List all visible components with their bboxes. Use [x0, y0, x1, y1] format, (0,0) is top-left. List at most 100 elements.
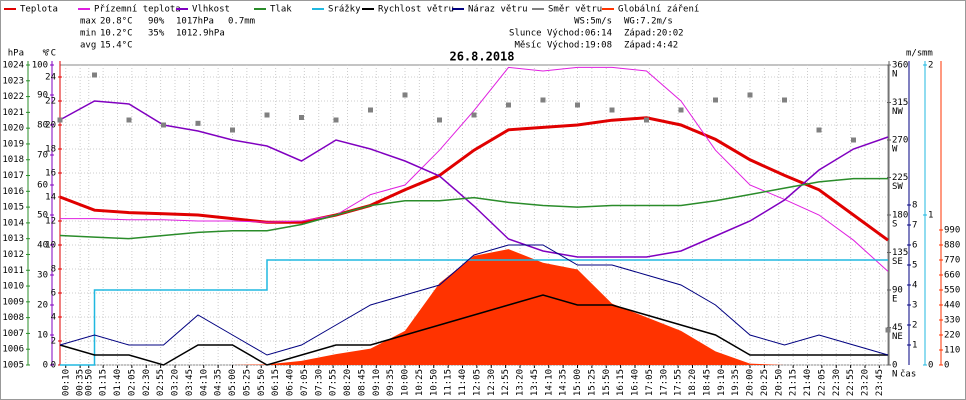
stat-value: 20.8°C [100, 17, 133, 27]
info-text: Západ:4:42 [624, 41, 678, 51]
info-text: Měsíc Východ:19:08 [514, 41, 612, 51]
info-text: Slunce Východ:06:14 [509, 29, 612, 39]
stat-label: min [80, 29, 96, 39]
axis-tick-label: 1 [912, 341, 917, 351]
axis-tick-label: 40 [37, 241, 48, 251]
data-point [575, 102, 580, 108]
axis-tick-label: 1012 [2, 250, 24, 260]
axis-tick-label: 1024 [2, 61, 24, 71]
stat-value: 1017hPa [176, 17, 214, 27]
axis-tick-label: 1 [928, 211, 933, 221]
axis-tick-label: 18 [45, 145, 56, 155]
axis-tick-label: 135 [892, 248, 908, 258]
x-tick-label: 12:55 [501, 369, 511, 396]
x-tick-label: 07:30 [314, 369, 324, 396]
x-tick-label: 05:50 [257, 369, 267, 396]
axis-tick-label: 12 [45, 217, 56, 227]
x-tick-label: 11:15 [444, 369, 454, 396]
axis-tick-letter: N [892, 370, 897, 380]
axis-tick-letter: S [892, 220, 897, 230]
axis-tick-label: 4 [51, 313, 56, 323]
axis-tick-label: 45 [892, 323, 903, 333]
axis-tick-label: 20 [37, 301, 48, 311]
axis-tick-label: 14 [45, 193, 56, 203]
info-text: WG:7.2m/s [624, 17, 673, 27]
axis-label: m/s [906, 49, 922, 59]
axis-tick-label: 1006 [2, 345, 24, 355]
x-tick-label: 01:15 [99, 369, 109, 396]
axis-tick-label: 1014 [2, 218, 24, 228]
axis-tick-label: 1017 [2, 171, 24, 181]
axis-tick-label: 990 [944, 226, 960, 236]
x-tick-label: 14:10 [544, 369, 554, 396]
x-tick-label: 20:25 [760, 369, 770, 396]
data-point [57, 117, 63, 123]
data-point [644, 117, 649, 123]
x-tick-label: 12:30 [487, 369, 497, 396]
stat-value: 15.4°C [100, 41, 133, 51]
axis-tick-label: 0 [43, 361, 48, 371]
axis-tick-label: 50 [37, 211, 48, 221]
legend-label: Přízemní teplota [94, 5, 181, 15]
axis-tick-label: 1013 [2, 234, 24, 244]
x-tick-label: 09:35 [386, 369, 396, 396]
axis-tick-label: 3 [912, 301, 917, 311]
axis-tick-label: 6 [51, 289, 56, 299]
data-point [161, 122, 166, 128]
axis-tick-label: 1023 [2, 76, 24, 86]
axis-tick-label: 1022 [2, 92, 24, 102]
info-text: WS:5m/s [574, 17, 612, 27]
data-point [816, 127, 822, 133]
data-point [471, 112, 477, 118]
x-tick-label: 21:15 [789, 369, 799, 396]
axis-tick-label: 1007 [2, 329, 24, 339]
data-point [506, 102, 511, 108]
x-tick-label: 10:25 [415, 369, 425, 396]
x-tick-label: 18:20 [688, 369, 698, 396]
axis-tick-label: 2 [51, 337, 56, 347]
axis-tick-label: 8 [912, 201, 917, 211]
data-line [59, 244, 889, 356]
x-tick-label: 14:35 [559, 369, 569, 396]
stat-value: 90% [148, 17, 165, 27]
info-text: Západ:20:02 [624, 29, 684, 39]
x-tick-label: 20:50 [774, 369, 784, 396]
axis-tick-label: 1016 [2, 187, 24, 197]
x-tick-label: 17:05 [645, 369, 655, 396]
axis-tick-label: 0 [944, 361, 949, 371]
x-tick-label: 21:40 [803, 369, 813, 396]
x-tick-label: 00:35 [76, 369, 86, 396]
x-tick-label: 08:45 [357, 369, 367, 396]
data-point [195, 120, 201, 126]
axis-tick-label: 330 [944, 316, 960, 326]
axis-tick-label: 440 [944, 301, 960, 311]
data-point [747, 92, 753, 98]
legend-label: Vlhkost [192, 5, 230, 15]
axis-tick-label: 20 [45, 121, 56, 131]
axis-tick-label: 270 [892, 136, 908, 146]
axis-tick-letter: SW [892, 182, 903, 192]
axis-tick-label: 220 [944, 331, 960, 341]
x-tick-label: 06:15 [271, 369, 281, 396]
axis-tick-letter: W [892, 145, 898, 155]
axis-tick-label: 100 [32, 61, 48, 71]
legend-label: Rychlost větru [378, 5, 454, 15]
axis-tick-label: 1010 [2, 282, 24, 292]
axis-tick-label: 10 [37, 331, 48, 341]
x-axis-label: čas [900, 369, 916, 380]
stat-value: 0.7mm [228, 17, 255, 27]
axis-tick-label: 1021 [2, 108, 24, 118]
data-point [540, 97, 546, 103]
x-tick-label: 04:35 [214, 369, 224, 396]
data-point [92, 72, 97, 78]
data-point [333, 117, 339, 123]
x-tick-label: 05:25 [242, 369, 252, 396]
axis-tick-label: 70 [37, 151, 48, 161]
x-tick-label: 07:55 [329, 369, 339, 396]
x-tick-label: 19:35 [731, 369, 741, 396]
data-point [402, 92, 408, 98]
legend-label: Globální záření [618, 5, 699, 15]
data-point [230, 127, 235, 133]
axis-tick-label: 180 [892, 211, 908, 221]
